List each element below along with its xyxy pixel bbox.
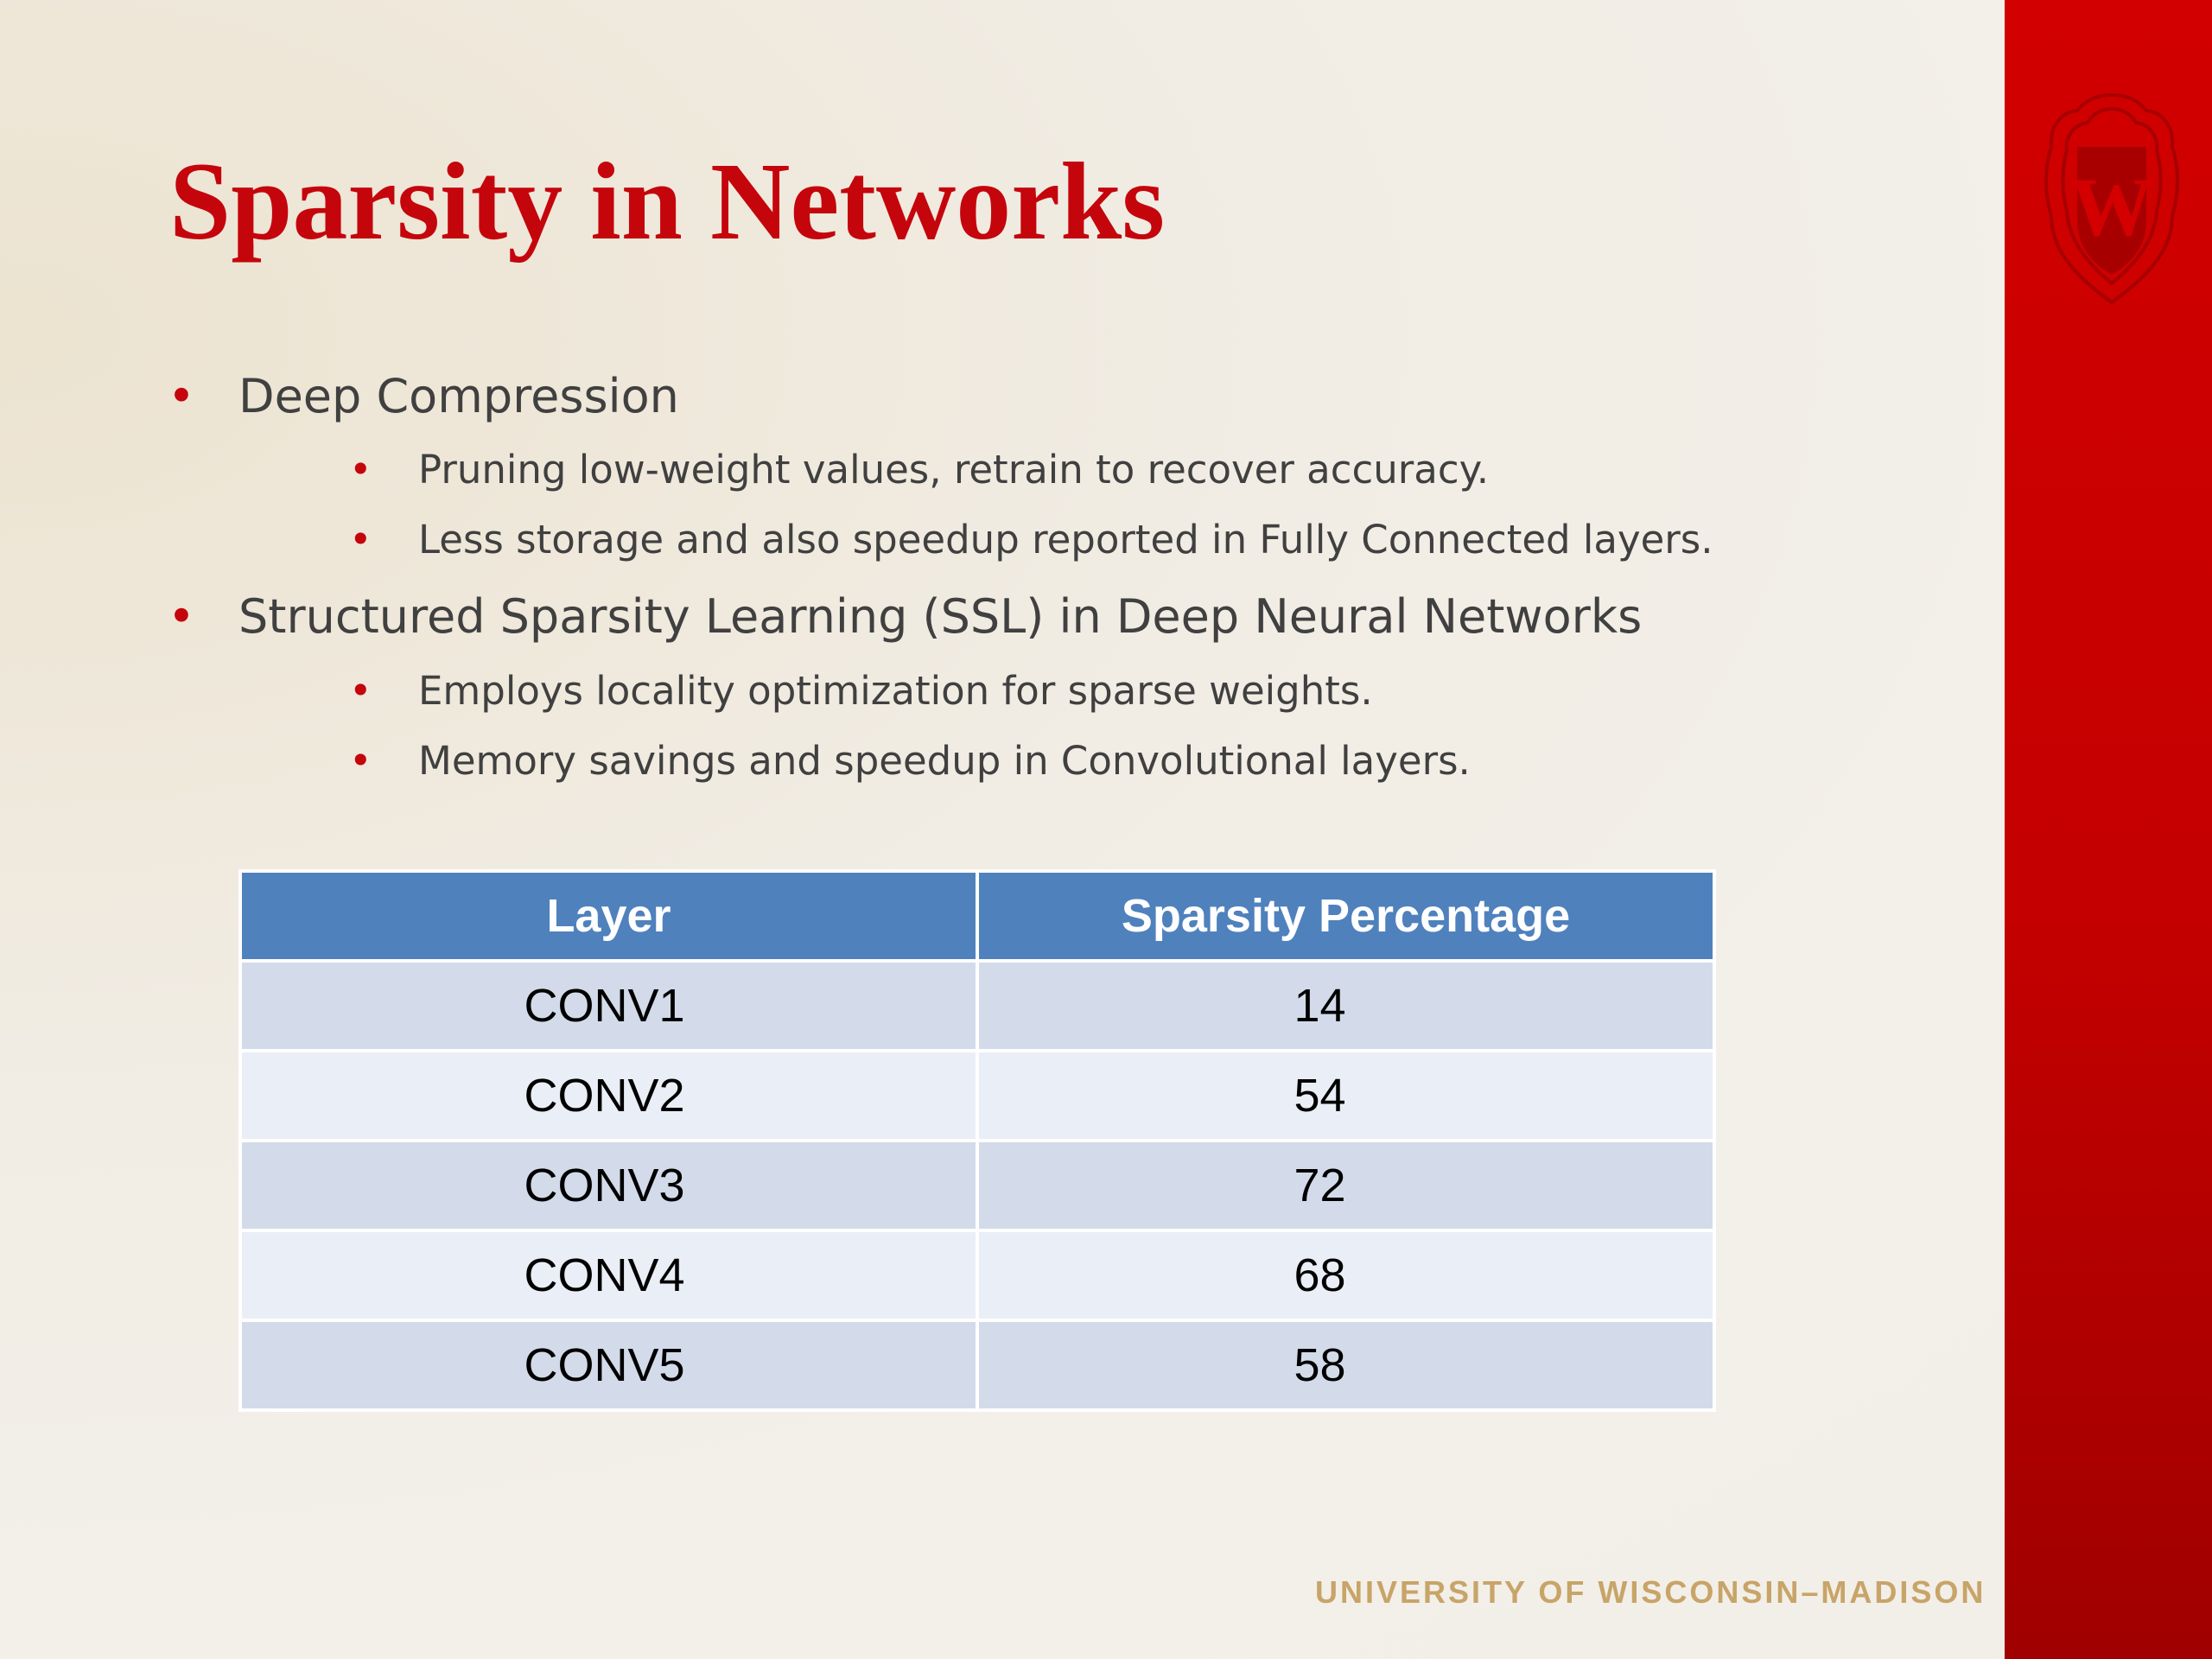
slide-title: Sparsity in Networks	[169, 140, 1166, 263]
bullet-item: • Deep Compression	[168, 366, 679, 427]
slide: Sparsity in Networks • Deep Compression …	[168, 140, 1986, 1610]
table-header-row: Layer Sparsity Percentage	[238, 869, 1716, 963]
table-row: CONV3 72	[238, 1139, 1716, 1232]
bullet-text: Deep Compression	[238, 369, 679, 423]
sub-bullet-item: • Employs locality optimization for spar…	[349, 665, 1373, 717]
sparsity-cell: 58	[976, 1319, 1716, 1412]
sparsity-cell: 72	[976, 1139, 1716, 1232]
bullet-dot-icon: •	[349, 668, 372, 714]
table-row: CONV1 14	[238, 959, 1716, 1052]
sub-bullet-item: • Memory savings and speedup in Convolut…	[349, 735, 1471, 787]
table-row: CONV5 58	[238, 1319, 1716, 1412]
sparsity-cell: 54	[976, 1049, 1716, 1142]
layer-cell: CONV5	[238, 1319, 979, 1412]
uw-crest-icon: W	[2044, 92, 2179, 305]
bullet-dot-icon: •	[168, 369, 195, 423]
sub-bullet-text: Employs locality optimization for sparse…	[418, 668, 1373, 714]
sub-bullet-text: Memory savings and speedup in Convolutio…	[418, 738, 1471, 784]
table-row: CONV4 68	[238, 1229, 1716, 1322]
layer-cell: CONV1	[238, 959, 979, 1052]
sparsity-cell: 14	[976, 959, 1716, 1052]
crest-letter: W	[2070, 161, 2153, 253]
sub-bullet-item: • Less storage and also speedup reported…	[349, 514, 1713, 566]
table-row: CONV2 54	[238, 1049, 1716, 1142]
bullet-dot-icon: •	[349, 517, 372, 563]
bullet-dot-icon: •	[168, 589, 195, 644]
column-header-sparsity: Sparsity Percentage	[976, 869, 1716, 963]
column-header-layer: Layer	[238, 869, 979, 963]
sparsity-table: Layer Sparsity Percentage CONV1 14 CONV2…	[238, 869, 1716, 1412]
layer-cell: CONV3	[238, 1139, 979, 1232]
layer-cell: CONV2	[238, 1049, 979, 1142]
bullet-text: Structured Sparsity Learning (SSL) in De…	[238, 589, 1643, 644]
layer-cell: CONV4	[238, 1229, 979, 1322]
sparsity-cell: 68	[976, 1229, 1716, 1322]
bullet-item: • Structured Sparsity Learning (SSL) in …	[168, 587, 1643, 647]
bullet-dot-icon: •	[349, 447, 372, 493]
bullet-dot-icon: •	[349, 738, 372, 784]
sub-bullet-text: Pruning low-weight values, retrain to re…	[418, 447, 1490, 493]
right-sidebar: W	[2005, 0, 2212, 1659]
sub-bullet-text: Less storage and also speedup reported i…	[418, 517, 1713, 563]
footer-university-name: UNIVERSITY OF WISCONSIN–MADISON	[1315, 1574, 1986, 1610]
sub-bullet-item: • Pruning low-weight values, retrain to …	[349, 444, 1490, 496]
